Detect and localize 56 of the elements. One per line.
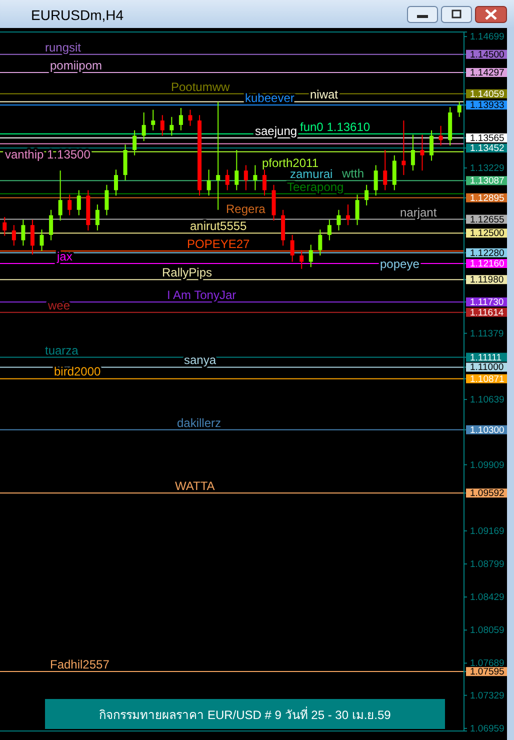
y-tick-label: 1.10300 [470,424,504,436]
ref-line-label: RallyPips [162,266,212,280]
y-tick-label: 1.07595 [470,666,504,678]
ref-line-label: jax [56,250,72,264]
y-tick-label: 1.14059 [470,88,504,100]
ref-line-label: Teerapong [287,180,344,194]
y-tick-label: 1.12500 [470,228,504,240]
y-tick-label: 1.12895 [470,192,504,204]
y-tick-label: 1.14699 [470,32,504,43]
y-tick-label: 1.08059 [470,625,504,636]
y-tick-label: 1.08799 [470,558,504,570]
ref-line-label: anirut5555 [190,219,248,234]
y-tick-label: 1.10871 [470,374,504,385]
y-tick-label: 1.14500 [470,49,504,60]
y-tick-label: 1.11730 [470,296,504,308]
y-tick-label: 1.13087 [470,176,504,187]
ref-line-label: WATTA [175,479,215,494]
ref-line-label: narjant [400,205,438,220]
ref-line-label: wtth [341,166,364,181]
ref-line-label: tuarza [45,343,79,358]
y-tick-label: 1.09909 [470,460,504,471]
ref-line-label: sanya [184,353,216,368]
y-tick-label: 1.14297 [470,68,504,79]
ref-line-label: wee [47,298,70,312]
chart-title: EURUSDm,H4 [31,7,124,23]
ref-line-label: Fadhil2557 [50,658,110,672]
y-tick-label: 1.11614 [470,307,504,318]
y-tick-label: 1.08429 [470,592,504,604]
y-tick-label: 1.12280 [470,248,504,259]
ref-line-label: Regera [226,202,266,216]
y-tick-label: 1.13229 [470,162,504,174]
y-tick-label: 1.13933 [470,100,504,112]
ref-line-label: dakillerz [177,416,222,430]
y-tick-label: 1.06959 [470,723,504,734]
y-tick-label: 1.12160 [470,258,504,270]
ref-line-label: Pootumww [171,80,230,94]
y-tick-label: 1.09169 [470,526,504,537]
ref-line-label: fun0 1.13610 [300,120,370,134]
y-tick-label: 1.11980 [470,274,504,286]
y-tick-label: 1.12655 [470,214,504,226]
y-tick-label: 1.11111 [470,352,502,364]
y-tick-label: 1.11000 [470,362,504,374]
ref-line-label: I Am TonyJar [167,288,236,302]
ref-line-label: pomiipom [50,58,102,72]
ref-line-label: kubeever [245,91,294,106]
ref-line-label: bird2000 [54,364,102,379]
ref-line-label: rungsit [45,40,82,54]
y-tick-label: 1.09592 [470,488,504,500]
y-tick-label: 1.13565 [470,132,504,144]
ref-line-label: niwat [310,88,339,102]
annotation: กิจกรรมทายผลราคา EUR/USD # 9 วันที่ 25 - 30 เม.ย.59 [99,706,392,722]
y-tick-label: 1.13452 [470,143,504,154]
y-tick-label: 1.07329 [470,690,504,702]
y-tick-label: 1.10639 [470,394,504,406]
y-tick-label: 1.11379 [470,328,504,340]
ref-line-label: POPEYE27 [187,236,250,251]
